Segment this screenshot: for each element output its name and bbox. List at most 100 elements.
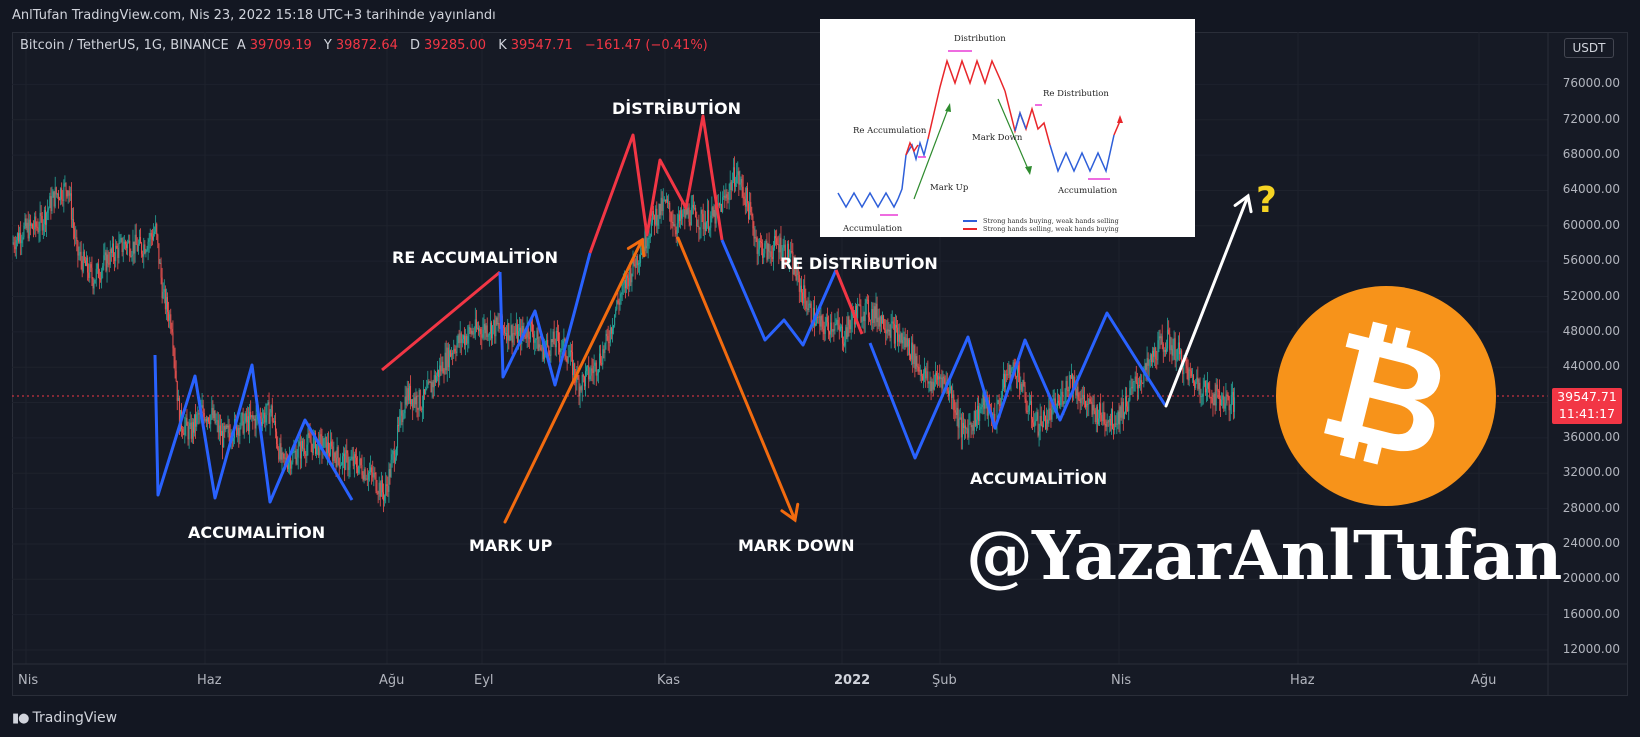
candle bbox=[1200, 388, 1202, 407]
candle bbox=[974, 401, 976, 428]
accumulation-zigzag-1 bbox=[153, 354, 354, 504]
candle bbox=[1214, 382, 1216, 415]
candle bbox=[579, 383, 581, 408]
candle bbox=[471, 323, 473, 336]
candle bbox=[1043, 405, 1045, 422]
candle bbox=[128, 234, 130, 244]
candle bbox=[507, 318, 509, 352]
candle bbox=[470, 327, 472, 338]
candle bbox=[263, 409, 265, 424]
candle bbox=[142, 250, 144, 263]
candle bbox=[494, 312, 496, 344]
price-tick-label: 48000.00 bbox=[1562, 323, 1620, 338]
candle bbox=[53, 191, 55, 214]
candle bbox=[103, 243, 105, 271]
candle bbox=[1083, 386, 1085, 408]
candle bbox=[708, 200, 710, 233]
candle bbox=[337, 445, 339, 466]
candle bbox=[392, 448, 394, 464]
candle bbox=[443, 368, 445, 384]
candle bbox=[375, 471, 377, 494]
label-re-distribution: RE DİSTRİBUTİON bbox=[780, 254, 938, 273]
candle bbox=[1115, 415, 1117, 428]
candle bbox=[568, 344, 570, 358]
change-value: −161.47 (−0.41%) bbox=[584, 38, 708, 53]
candle bbox=[114, 252, 116, 272]
candle bbox=[664, 199, 666, 204]
published-info: AnlTufan TradingView.com, Nis 23, 2022 1… bbox=[12, 8, 496, 23]
candle bbox=[173, 345, 175, 369]
candle bbox=[444, 342, 446, 375]
candle bbox=[461, 334, 463, 348]
candle bbox=[362, 471, 364, 482]
candle bbox=[1070, 363, 1072, 380]
candle bbox=[899, 323, 901, 347]
candle bbox=[863, 311, 865, 334]
candle bbox=[314, 430, 316, 456]
candle bbox=[965, 419, 967, 439]
candle bbox=[69, 186, 71, 201]
price-tick-label: 16000.00 bbox=[1562, 606, 1620, 621]
candle bbox=[408, 383, 410, 404]
candle bbox=[804, 274, 806, 311]
price-tick-label: 44000.00 bbox=[1562, 359, 1620, 374]
candle bbox=[76, 229, 78, 252]
candle bbox=[110, 247, 112, 262]
candle bbox=[921, 373, 923, 381]
candle bbox=[1142, 382, 1144, 385]
candle bbox=[354, 449, 356, 465]
candle bbox=[864, 298, 866, 333]
candle bbox=[100, 271, 102, 283]
candle bbox=[425, 386, 427, 395]
candle bbox=[456, 335, 458, 357]
candle bbox=[55, 186, 57, 198]
currency-button[interactable]: USDT bbox=[1564, 38, 1614, 58]
candle bbox=[943, 374, 945, 385]
candle bbox=[1177, 335, 1179, 361]
candle bbox=[835, 318, 837, 326]
candle bbox=[37, 218, 39, 234]
candle bbox=[1059, 394, 1061, 409]
candle bbox=[403, 409, 405, 420]
candle bbox=[1231, 381, 1233, 405]
candle bbox=[658, 203, 660, 229]
distribution-zigzag bbox=[588, 114, 724, 254]
candle bbox=[1150, 353, 1152, 367]
candle bbox=[130, 248, 132, 258]
candle bbox=[332, 439, 334, 468]
tradingview-logo[interactable]: ▮● TradingView bbox=[12, 710, 117, 726]
candle bbox=[603, 345, 605, 359]
open-value: 39709.19 bbox=[249, 38, 312, 53]
candle bbox=[770, 245, 772, 266]
symbol-name[interactable]: Bitcoin / TetherUS, 1G, BINANCE bbox=[20, 38, 229, 53]
candle bbox=[736, 162, 738, 188]
candle bbox=[241, 411, 243, 426]
candle bbox=[34, 212, 36, 235]
candle bbox=[150, 229, 152, 247]
candle bbox=[268, 392, 270, 425]
candle bbox=[1104, 412, 1106, 437]
candle bbox=[453, 339, 455, 359]
candle bbox=[749, 191, 751, 221]
candle bbox=[1224, 396, 1226, 412]
inset-distribution bbox=[927, 58, 1006, 140]
candle bbox=[214, 409, 216, 425]
candle bbox=[106, 247, 108, 283]
candle bbox=[701, 209, 703, 223]
candle bbox=[360, 457, 362, 469]
candle bbox=[483, 314, 485, 341]
candle bbox=[503, 322, 505, 340]
candle bbox=[957, 397, 959, 440]
candle bbox=[581, 371, 583, 402]
candle bbox=[1153, 347, 1155, 363]
candle bbox=[505, 327, 507, 337]
candle bbox=[202, 399, 204, 418]
candle bbox=[696, 211, 698, 233]
candle bbox=[797, 262, 799, 283]
candle bbox=[1065, 376, 1067, 405]
candle bbox=[1155, 346, 1157, 369]
candle bbox=[460, 331, 462, 356]
candle bbox=[836, 311, 838, 332]
candle bbox=[108, 251, 110, 273]
candle bbox=[1021, 382, 1023, 393]
